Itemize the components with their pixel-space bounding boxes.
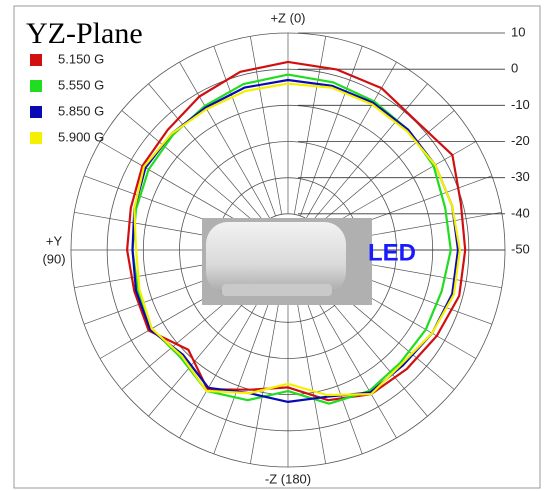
r-tick-label: -40 [511,205,530,220]
series-line [131,73,452,405]
legend-swatch [30,80,42,92]
r-tick-label: -20 [511,133,530,148]
spoke [249,36,283,215]
legend: 5.150 G 5.550 G 5.850 G 5.900 G [30,51,104,144]
spoke [179,281,271,439]
legend-label: 5.550 G [58,77,104,92]
spoke [99,141,257,233]
legend-label: 5.900 G [58,129,104,144]
spoke [310,83,428,223]
bottom-label: -Z (180) [265,471,311,486]
r-tick-label: 10 [511,24,525,39]
spoke [249,285,283,464]
curves [126,60,467,405]
series-line [133,82,461,397]
left-label: (90) [42,251,65,266]
r-tick-label: -10 [511,97,530,112]
spoke [121,110,261,228]
r-tick-label: -50 [511,241,530,256]
spoke [148,83,266,223]
top-label: +Z (0) [270,10,305,25]
spoke [299,45,363,217]
spoke [305,281,397,439]
legend-swatch [30,54,42,66]
device-photo [202,218,372,305]
spoke [319,141,477,233]
r-tick-label: 0 [511,61,518,76]
legend-swatch [30,106,42,118]
spoke [213,45,277,217]
spoke [293,285,327,464]
legend-label: 5.850 G [58,103,104,118]
spoke [299,283,363,455]
left-label: +Y [46,233,63,248]
spoke [213,283,277,455]
series-line [126,60,467,402]
spoke [179,61,271,219]
legend-label: 5.150 G [58,51,104,66]
spoke [315,110,455,228]
chart-title: YZ-Plane [26,17,143,50]
r-tick-label: -30 [511,169,530,184]
image-label: LED [368,239,416,266]
legend-swatch [30,132,42,144]
